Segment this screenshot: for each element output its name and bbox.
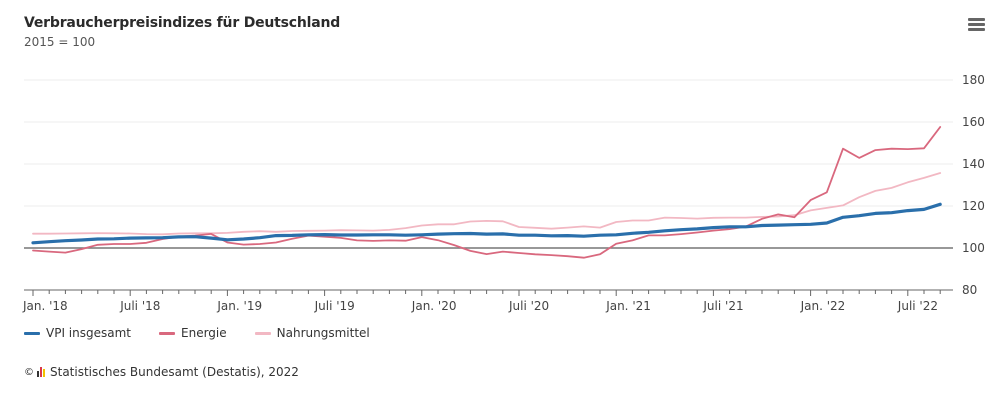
chart-title: Verbraucherpreisindizes für Deutschland <box>24 15 341 31</box>
legend-item-energie[interactable]: Energie <box>159 326 227 340</box>
legend-label: VPI insgesamt <box>46 326 131 340</box>
legend-item-vpi-insgesamt[interactable]: VPI insgesamt <box>24 326 131 340</box>
x-tick-label: Jan. '22 <box>800 299 846 313</box>
copyright-symbol: © <box>24 366 34 378</box>
series-line-vpi-insgesamt <box>31 202 942 245</box>
x-tick-label: Jan. '21 <box>605 299 651 313</box>
y-axis: 80 100 120 140 160 180 <box>962 73 985 297</box>
x-tick-label: Jan. '18 <box>22 299 68 313</box>
legend-item-nahrungsmittel[interactable]: Nahrungsmittel <box>254 326 370 340</box>
x-tick-label: Juli '22 <box>897 299 938 313</box>
legend-label: Energie <box>181 326 227 340</box>
legend-swatch <box>254 331 271 335</box>
credits-text[interactable]: Statistisches Bundesamt (Destatis), 2022 <box>50 365 299 379</box>
x-tick-label: Jan. '19 <box>216 299 262 313</box>
y-tick-label: 80 <box>962 283 977 297</box>
y-tick-label: 180 <box>962 73 985 87</box>
x-tick-label: Juli '18 <box>119 299 160 313</box>
y-tick-label: 100 <box>962 241 985 255</box>
legend-swatch <box>159 331 175 335</box>
x-axis: Jan. '18 Juli '18 Jan. '19 Juli '19 Jan. '20… <box>22 289 953 313</box>
y-tick-label: 160 <box>962 115 985 129</box>
legend-swatch <box>24 331 40 335</box>
legend: VPI insgesamt Energie Nahrungsmittel <box>24 326 398 340</box>
credits: © Statistisches Bundesamt (Destatis), 20… <box>24 365 299 379</box>
chart-subtitle: 2015 = 100 <box>24 35 96 49</box>
x-tick-label: Juli '21 <box>702 299 743 313</box>
y-tick-label: 140 <box>962 157 985 171</box>
destatis-logo-icon <box>37 367 46 377</box>
hamburger-menu-icon[interactable] <box>968 18 985 32</box>
gridlines <box>24 79 953 249</box>
legend-label: Nahrungsmittel <box>276 326 370 340</box>
series-lines <box>31 126 942 259</box>
x-tick-label: Jan. '20 <box>411 299 457 313</box>
x-tick-label: Juli '20 <box>508 299 549 313</box>
x-tick-label: Juli '19 <box>314 299 355 313</box>
y-tick-label: 120 <box>962 199 985 213</box>
